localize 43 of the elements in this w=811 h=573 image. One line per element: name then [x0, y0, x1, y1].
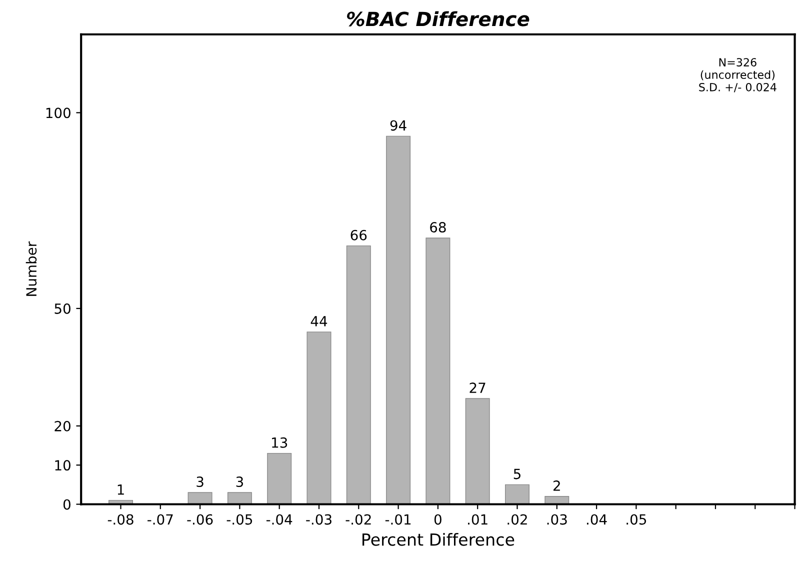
- x-tick-label: -.06: [187, 514, 213, 525]
- x-tick-label: -.04: [266, 514, 292, 525]
- bar: [465, 398, 490, 504]
- data-label: 44: [310, 316, 328, 326]
- data-label: 68: [430, 222, 446, 233]
- y-tick-label: 50: [54, 303, 70, 314]
- bar: [346, 245, 371, 504]
- y-tick-label: 0: [63, 499, 70, 510]
- data-label: 94: [390, 120, 406, 131]
- data-label: 3: [236, 476, 243, 488]
- x-tick-label: .02: [508, 514, 527, 525]
- x-tick-label: -.02: [346, 514, 371, 525]
- x-tick-label: -.08: [108, 514, 134, 525]
- x-tick-label: .05: [626, 514, 646, 525]
- bar: [306, 332, 332, 504]
- bar: [267, 452, 292, 504]
- data-label: 66: [350, 230, 367, 240]
- data-label: 2: [553, 480, 560, 491]
- y-tick-label: 20: [54, 420, 70, 432]
- x-tick-label: -.01: [385, 514, 411, 525]
- data-label: 1: [118, 484, 124, 495]
- x-tick-label: .04: [586, 514, 607, 525]
- x-tick-label: .01: [468, 514, 488, 525]
- y-axis-title: Number: [26, 241, 37, 296]
- x-axis-title: Percent Difference: [362, 532, 514, 546]
- bar: [386, 136, 411, 504]
- bar: [426, 238, 450, 504]
- x-tick-label: -.03: [306, 514, 332, 525]
- bar: [188, 492, 212, 504]
- y-tick-label: 10: [55, 460, 70, 471]
- data-label: 13: [272, 437, 288, 448]
- data-label: 27: [470, 382, 486, 393]
- bar: [504, 484, 530, 504]
- chart-title: %BAC Difference: [346, 11, 530, 26]
- annotation: N=326 (uncorrected) S.D. +/- 0.024: [699, 58, 776, 92]
- data-label: 5: [514, 468, 520, 480]
- x-tick-label: -.05: [226, 514, 252, 525]
- data-label: 3: [196, 476, 204, 488]
- x-tick-label: 0: [434, 514, 442, 525]
- x-tick-label: .03: [547, 514, 567, 525]
- x-tick-label: -.07: [148, 514, 173, 525]
- bar: [227, 492, 252, 504]
- y-tick-label: 100: [46, 108, 70, 118]
